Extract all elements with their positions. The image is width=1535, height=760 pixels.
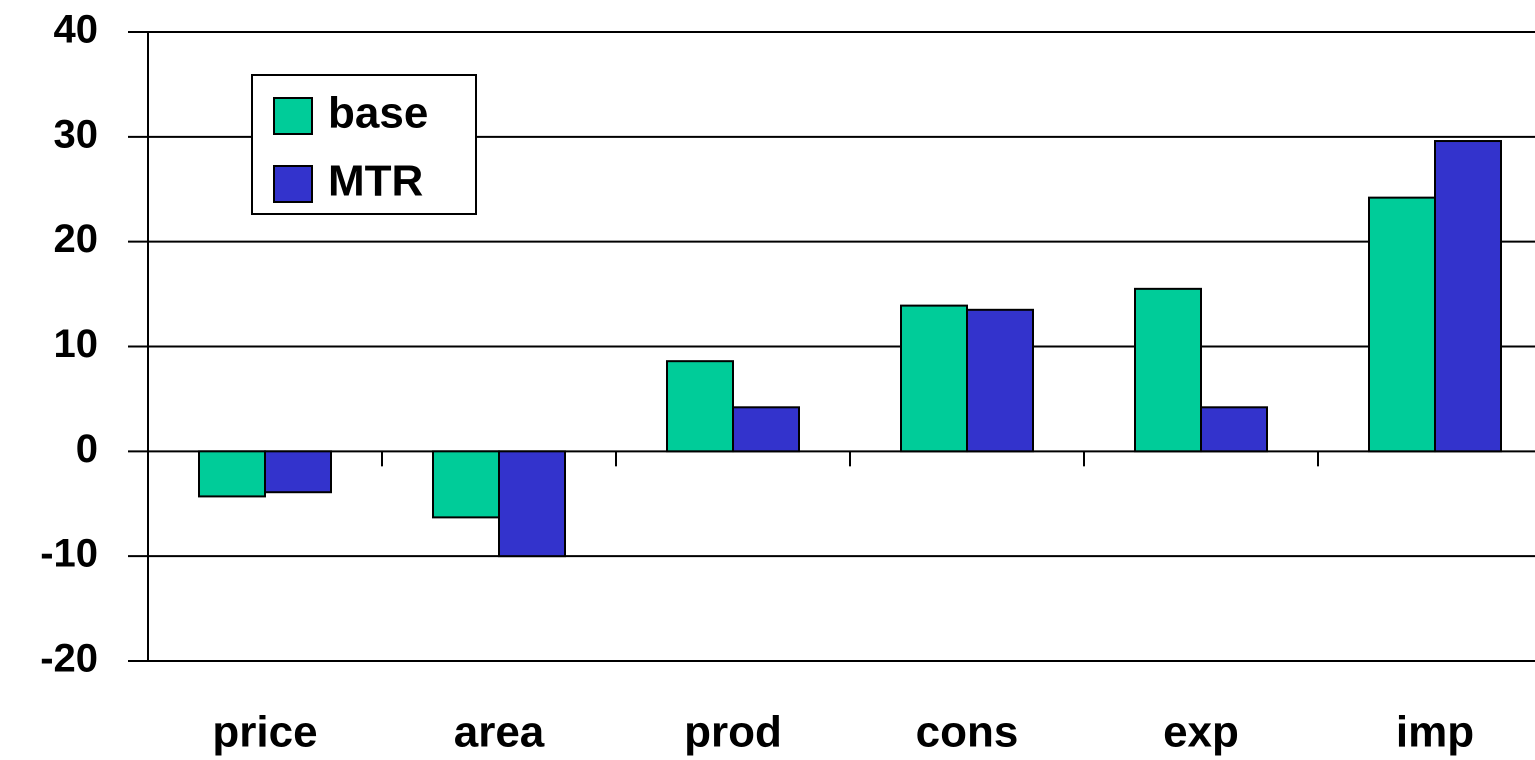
x-tick-label: prod [684,708,782,757]
legend-swatch [273,97,313,135]
x-tick-label: price [212,708,317,757]
x-tick-label: imp [1396,708,1474,757]
y-tick-label: 10 [54,322,99,366]
bar [1200,406,1268,453]
bar [1134,287,1202,453]
x-tick-label: exp [1163,708,1239,757]
bar [264,450,332,494]
bar [732,406,800,453]
y-tick-label: 20 [54,217,99,261]
bar [432,450,500,519]
bar [498,450,566,558]
y-tick-label: 30 [54,112,99,156]
legend-swatch [273,165,313,203]
bar [900,304,968,453]
y-tick-label: -10 [40,532,98,576]
bar [1368,196,1436,453]
y-tick-label: 0 [76,427,98,471]
x-tick-label: area [454,708,545,757]
legend-label: base [328,89,428,138]
bar [966,308,1034,453]
y-tick-label: 40 [54,8,99,52]
y-tick-label: -20 [40,637,98,681]
legend-label: MTR [328,157,423,206]
x-tick-label: cons [916,708,1019,757]
bar [198,450,266,498]
bar [1434,140,1502,453]
bar [666,360,734,453]
